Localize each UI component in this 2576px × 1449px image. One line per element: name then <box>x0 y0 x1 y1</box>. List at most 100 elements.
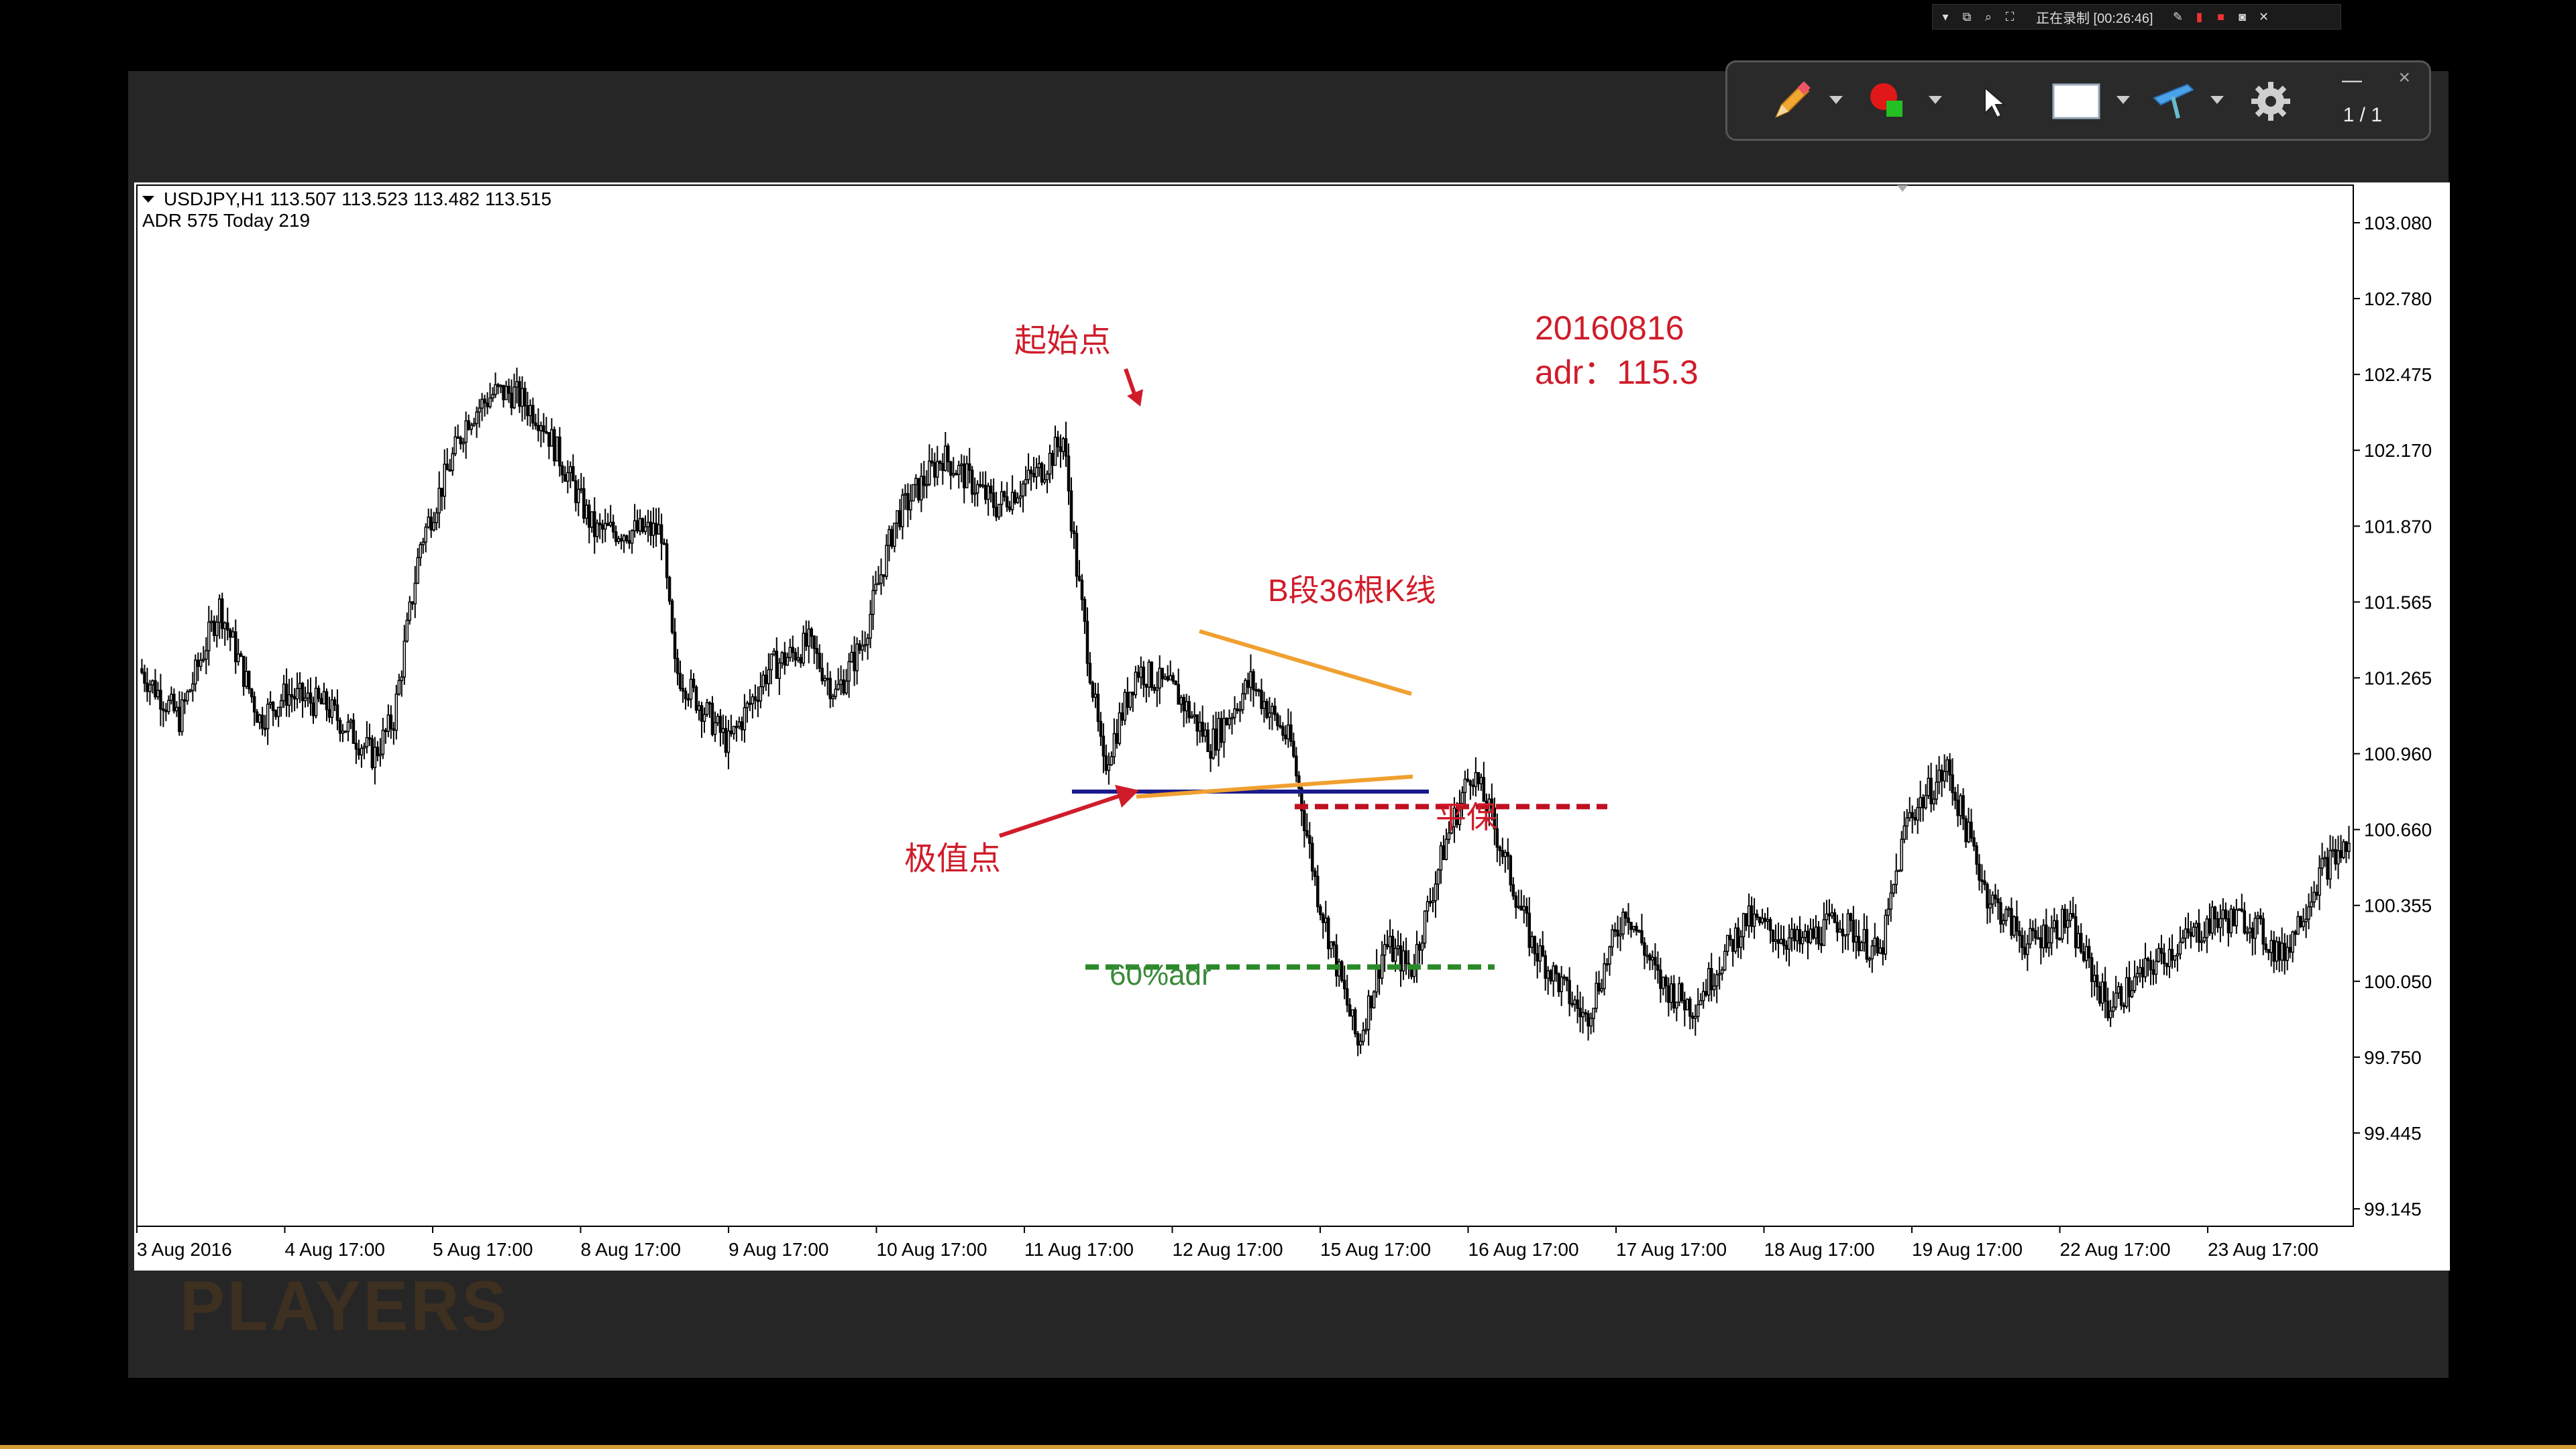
minimize-button[interactable]: — <box>2342 69 2362 91</box>
candle-bull <box>1967 821 1970 843</box>
candle-bear <box>1782 938 1786 947</box>
pause-icon[interactable]: ▮ <box>2196 10 2203 23</box>
candle-bear <box>1833 912 1837 923</box>
pencil-icon[interactable] <box>1765 74 1819 128</box>
candle-bull <box>402 640 407 678</box>
candle-bull <box>1603 963 1606 989</box>
candle-bear <box>1929 777 1933 804</box>
color-dropdown-icon[interactable] <box>1929 96 1942 104</box>
candle-bear <box>1962 795 1965 820</box>
candle-bull <box>1573 999 1576 1005</box>
candle-bear <box>1252 671 1255 690</box>
pen-icon[interactable]: ✎ <box>2172 10 2184 23</box>
dropdown-icon[interactable]: ▾ <box>1942 10 1949 23</box>
candle-bear <box>1075 533 1079 577</box>
restore-icon[interactable]: ⧉ <box>1962 10 1972 23</box>
gear-icon[interactable] <box>2244 74 2298 128</box>
page-indicator: 1 / 1 <box>2343 104 2382 126</box>
candle-bear <box>2146 958 2150 961</box>
pencil-dropdown-icon[interactable] <box>1829 96 1843 104</box>
price-chart[interactable]: USDJPY,H1 113.507 113.523 113.482 113.51… <box>134 182 2450 1271</box>
candle-bear <box>1161 667 1164 680</box>
candle-bull <box>555 436 559 462</box>
x-tick-label: 16 Aug 17:00 <box>1468 1239 1579 1260</box>
candle-bull <box>2210 906 2214 934</box>
candle-bull <box>408 601 412 621</box>
color-picker-icon[interactable] <box>1862 74 1915 128</box>
candle-bear <box>510 392 513 409</box>
close-icon[interactable]: ✕ <box>2258 10 2269 23</box>
candle-bull <box>1932 798 1935 804</box>
candle-bear <box>1292 741 1295 757</box>
rectangle-dropdown-icon[interactable] <box>2116 96 2130 104</box>
candle-bear <box>710 702 714 735</box>
extreme-point-annotation: 极值点 <box>904 841 1001 877</box>
date-annotation: 20160816 <box>1535 309 1684 347</box>
candle-bull <box>1230 716 1234 720</box>
candle-bull <box>1715 974 1719 987</box>
camera-icon[interactable]: ◙ <box>2239 10 2246 23</box>
candle-bear <box>1466 778 1470 782</box>
candle-bull <box>705 702 709 715</box>
candle-bear <box>748 702 752 705</box>
candle-bear <box>2232 908 2236 926</box>
candle-bull <box>2111 1006 2115 1012</box>
crop-icon[interactable]: ⛶ <box>2005 10 2015 23</box>
candle-bear <box>1177 684 1180 705</box>
candle-bull <box>2037 937 2040 940</box>
candle-bull <box>2007 908 2010 911</box>
candle-bull <box>2176 953 2180 957</box>
cursor-icon[interactable] <box>1966 74 2020 128</box>
price-axis[interactable]: 103.080 102.780 102.475 102.170 101.870 101.5… <box>2353 213 2432 1220</box>
candle-bull <box>845 680 848 694</box>
candle-bull <box>244 671 248 687</box>
candle-bull <box>973 492 977 495</box>
chart-panel[interactable]: USDJPY,H1 113.507 113.523 113.482 113.51… <box>134 182 2450 1271</box>
candle-bear <box>1102 735 1106 757</box>
candle-bull <box>1878 947 1882 954</box>
candle-bull <box>1238 709 1242 712</box>
candle-bull <box>1458 803 1462 825</box>
candle-bear <box>764 674 768 684</box>
candle-bull <box>443 464 446 497</box>
close-button[interactable]: × <box>2398 66 2410 89</box>
candle-bull <box>2042 924 2045 949</box>
candle-bear <box>239 653 243 657</box>
chart-shift-marker[interactable] <box>1897 185 1908 192</box>
candle-bear <box>2288 947 2292 953</box>
rectangle-icon[interactable] <box>2049 74 2103 128</box>
candle-bear <box>1627 917 1630 923</box>
candle-bear <box>502 384 505 400</box>
candle-bull <box>513 386 516 409</box>
candle-bear <box>1131 692 1135 696</box>
candle-bear <box>317 688 321 700</box>
symbol-dropdown-icon[interactable] <box>142 196 154 203</box>
candle-bear <box>1005 496 1009 508</box>
candle-bear <box>1584 1012 1587 1015</box>
candle-bear <box>411 601 415 604</box>
candle-bull <box>1943 771 1946 782</box>
candle-bear <box>2272 940 2275 962</box>
upper-trendline[interactable] <box>1199 629 1412 696</box>
candle-bear <box>1994 894 1997 900</box>
candle-bull <box>488 397 492 408</box>
candle-bull <box>697 705 701 711</box>
candle-bear <box>1495 828 1499 848</box>
candle-bear <box>955 473 958 476</box>
candle-bear <box>1335 945 1338 977</box>
candle-bull <box>1233 708 1236 718</box>
stop-icon[interactable]: ■ <box>2217 10 2224 23</box>
candle-bear <box>1771 930 1775 942</box>
highlighter-icon[interactable] <box>2147 74 2201 128</box>
y-tick-label: 102.170 <box>2364 440 2432 461</box>
time-axis[interactable]: 3 Aug 2016 4 Aug 17:00 5 Aug 17:00 8 Aug 17… <box>136 1226 2318 1260</box>
lower-trendline[interactable] <box>1136 774 1413 799</box>
candle-bear <box>284 684 288 706</box>
zoom-icon[interactable]: ⌕ <box>1984 10 1992 23</box>
highlighter-dropdown-icon[interactable] <box>2210 96 2224 104</box>
candle-bear <box>537 425 540 431</box>
candle-bear <box>2151 969 2155 975</box>
candle-bear <box>1442 845 1446 860</box>
candle-bull <box>1675 1002 1678 1009</box>
candle-bull <box>2218 918 2222 928</box>
